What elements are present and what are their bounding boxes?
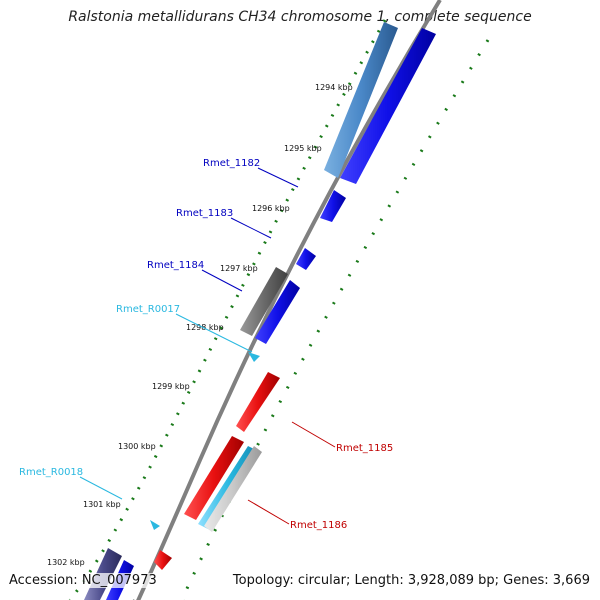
- right-ruler-dots: [180, 39, 490, 600]
- cds-arrow-1185[interactable]: [255, 280, 300, 344]
- blast-hit-segment[interactable]: [324, 22, 398, 178]
- outer-ruler-dots: [68, 19, 387, 600]
- scale-label: 1296 kbp: [252, 204, 290, 213]
- gene-labels: Rmet_1182 Rmet_1183 Rmet_1184 Rmet_R0017…: [19, 158, 393, 531]
- gene-label-rmet-1182[interactable]: Rmet_1182: [203, 158, 260, 169]
- scale-labels: 1294 kbp 1295 kbp 1296 kbp 1297 kbp 1298…: [47, 83, 353, 567]
- feature-blocks: [84, 22, 436, 600]
- gene-label-rmet-1186[interactable]: Rmet_1186: [290, 520, 347, 531]
- cds-arrow-1183[interactable]: [320, 190, 346, 222]
- leader-line: [247, 499, 290, 525]
- reverse-cds-small[interactable]: [154, 550, 172, 570]
- cds-arrow-1184[interactable]: [296, 248, 316, 270]
- map-title: Ralstonia metallidurans CH34 chromosome …: [68, 9, 532, 25]
- gene-label-rmet-1183[interactable]: Rmet_1183: [176, 208, 233, 219]
- gene-label-rmet-1185[interactable]: Rmet_1185: [336, 443, 393, 454]
- chromosome-backbone: [132, 0, 442, 600]
- scale-label: 1301 kbp: [83, 500, 121, 509]
- leader-line: [79, 476, 123, 500]
- pseudo-block: [240, 267, 288, 336]
- scale-label: 1294 kbp: [315, 83, 353, 92]
- leader-line: [175, 313, 253, 353]
- cds-segment-1182[interactable]: [340, 28, 436, 184]
- scale-label: 1300 kbp: [118, 442, 156, 451]
- scale-label: 1295 kbp: [284, 144, 322, 153]
- gene-label-rmet-r0017[interactable]: Rmet_R0017: [116, 304, 180, 315]
- scale-label: 1297 kbp: [220, 264, 258, 273]
- rna-arrow-r0018[interactable]: [150, 520, 160, 530]
- leader-line: [291, 421, 336, 448]
- reverse-cds-1185[interactable]: [236, 372, 280, 432]
- leader-line: [230, 217, 272, 239]
- rna-arrow-r0017[interactable]: [248, 352, 260, 362]
- silver-block: [204, 446, 262, 532]
- accession-text: Accession: NC_007973: [9, 573, 157, 588]
- leader-line: [201, 269, 243, 292]
- scale-label: 1302 kbp: [47, 558, 85, 567]
- gene-label-rmet-1184[interactable]: Rmet_1184: [147, 260, 204, 271]
- leader-line: [257, 167, 299, 188]
- scale-label: 1298 kbp: [186, 323, 224, 332]
- scale-label: 1299 kbp: [152, 382, 190, 391]
- topology-text: Topology: circular; Length: 3,928,089 bp…: [232, 573, 590, 588]
- gene-label-rmet-r0018[interactable]: Rmet_R0018: [19, 467, 83, 478]
- reverse-cds-1186[interactable]: [184, 436, 244, 520]
